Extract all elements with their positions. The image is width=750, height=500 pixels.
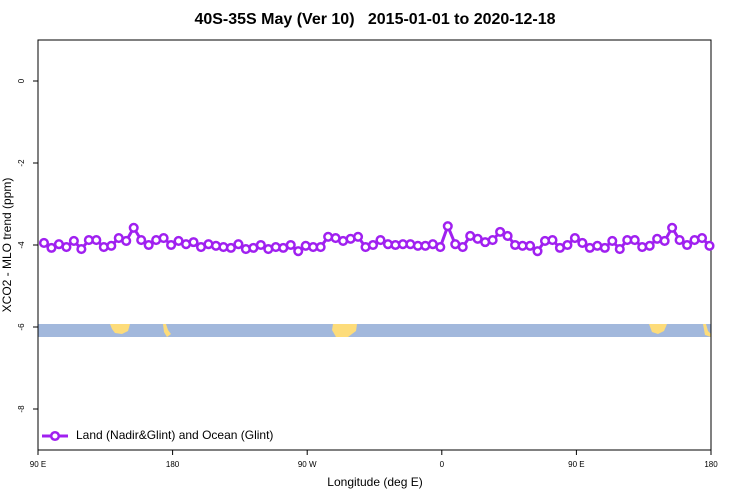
data-point bbox=[667, 222, 678, 233]
data-point bbox=[121, 235, 132, 246]
data-point bbox=[614, 244, 625, 255]
data-point bbox=[106, 240, 117, 251]
land-blob bbox=[110, 324, 130, 334]
y-tick-label: 0 bbox=[17, 78, 26, 83]
land-blob bbox=[703, 324, 711, 337]
x-axis-label: Longitude (deg E) bbox=[327, 475, 422, 489]
y-tick-label: -8 bbox=[17, 405, 26, 413]
data-point bbox=[76, 244, 87, 255]
data-point bbox=[91, 235, 102, 246]
data-point bbox=[696, 232, 708, 244]
chart-title: 40S-35S May (Ver 10) 2015-01-01 to 2020-… bbox=[194, 11, 555, 28]
x-tick-label: 90 E bbox=[30, 460, 46, 469]
data-point bbox=[457, 242, 468, 253]
data-point bbox=[293, 246, 304, 257]
data-point bbox=[352, 231, 364, 242]
data-point bbox=[46, 242, 57, 253]
data-point bbox=[562, 239, 573, 251]
data-point bbox=[487, 235, 498, 246]
data-point bbox=[68, 235, 79, 246]
land-blob bbox=[332, 324, 357, 337]
data-point bbox=[61, 242, 72, 253]
data-point bbox=[524, 240, 536, 251]
data-point bbox=[704, 240, 715, 251]
data-point bbox=[599, 242, 610, 253]
x-tick-label: 0 bbox=[440, 460, 445, 469]
land-blob bbox=[649, 324, 667, 334]
data-point bbox=[674, 235, 685, 246]
data-point bbox=[607, 235, 618, 246]
data-point bbox=[644, 240, 655, 251]
data-point bbox=[128, 222, 139, 233]
data-point bbox=[375, 235, 386, 246]
data-point bbox=[569, 232, 580, 244]
data-point bbox=[577, 237, 588, 248]
data-point bbox=[502, 230, 513, 242]
data-point bbox=[547, 235, 558, 246]
data-point bbox=[38, 237, 50, 248]
data-point bbox=[315, 242, 326, 253]
y-tick-label: -4 bbox=[17, 241, 26, 249]
data-point bbox=[233, 239, 244, 250]
data-point bbox=[143, 239, 154, 251]
y-tick-label: -2 bbox=[17, 159, 26, 167]
data-point bbox=[136, 235, 147, 246]
data-point bbox=[255, 239, 266, 251]
data-point bbox=[495, 226, 506, 237]
data-point bbox=[225, 242, 236, 253]
data-point bbox=[442, 221, 453, 232]
data-point bbox=[659, 235, 670, 246]
x-tick-label: 90 W bbox=[298, 460, 317, 469]
data-point bbox=[166, 239, 177, 251]
data-point bbox=[285, 239, 296, 251]
ocean-band bbox=[38, 324, 711, 337]
x-tick-label: 180 bbox=[166, 460, 180, 469]
data-point bbox=[682, 239, 693, 251]
y-tick-label: -6 bbox=[17, 323, 26, 331]
x-tick-label: 180 bbox=[704, 460, 718, 469]
land-blob bbox=[163, 324, 171, 337]
data-point bbox=[188, 237, 199, 248]
data-point bbox=[435, 242, 446, 253]
data-point bbox=[629, 235, 640, 246]
legend-marker bbox=[49, 430, 61, 442]
land-ocean-strip bbox=[38, 324, 711, 337]
legend-label: Land (Nadir&Glint) and Ocean (Glint) bbox=[76, 428, 273, 442]
data-point bbox=[532, 246, 543, 257]
y-axis-label: XCO2 - MLO trend (ppm) bbox=[0, 178, 14, 313]
data-point bbox=[367, 239, 379, 251]
data-point bbox=[158, 232, 169, 244]
x-tick-label: 90 E bbox=[568, 460, 584, 469]
